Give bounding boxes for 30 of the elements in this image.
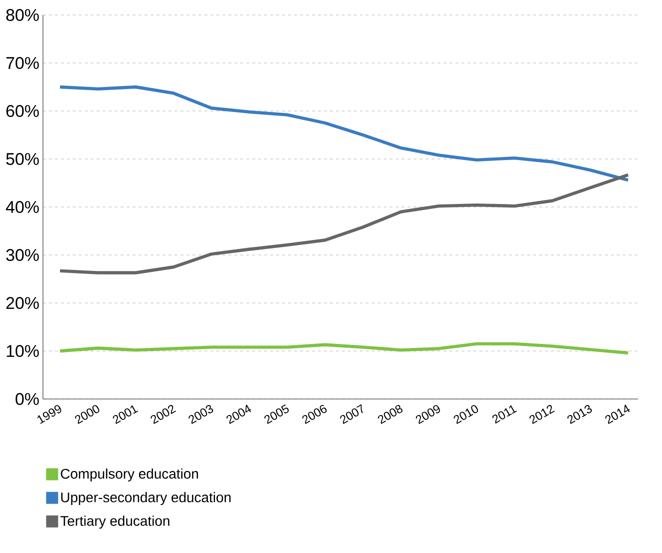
legend-label: Compulsory education bbox=[60, 468, 198, 482]
y-tick-label: 80% bbox=[6, 9, 39, 21]
x-tick-label: 1999 bbox=[37, 405, 62, 424]
legend-label: Tertiary education bbox=[60, 516, 170, 529]
x-tick-label: 2001 bbox=[112, 405, 138, 424]
x-tick-label: 2008 bbox=[378, 405, 403, 424]
x-tick-label: 2002 bbox=[150, 405, 176, 424]
x-tick-label: 2007 bbox=[340, 404, 363, 424]
legend-label: Upper-secondary education bbox=[61, 492, 231, 506]
y-tick-label: 0% bbox=[16, 393, 39, 405]
x-tick-label: 2004 bbox=[226, 404, 252, 424]
x-tick-label: 2013 bbox=[567, 405, 592, 424]
x-tick-label: 2011 bbox=[492, 405, 517, 424]
y-tick-label: 30% bbox=[6, 249, 39, 261]
y-tick-label: 50% bbox=[6, 153, 39, 165]
x-tick-label: 2009 bbox=[416, 405, 440, 424]
x-tick-label: 2006 bbox=[302, 404, 327, 424]
y-tick-label: 60% bbox=[6, 105, 39, 117]
y-tick-label: 10% bbox=[6, 345, 39, 357]
y-tick-label: 40% bbox=[6, 201, 39, 213]
x-tick-label: 2014 bbox=[605, 404, 630, 424]
line-series bbox=[58, 85, 630, 182]
line-series bbox=[58, 173, 630, 274]
y-tick-label: 70% bbox=[6, 57, 39, 69]
x-tick-label: 2012 bbox=[529, 405, 555, 424]
x-tick-label: 2000 bbox=[74, 405, 100, 424]
y-tick-label: 20% bbox=[6, 297, 39, 309]
x-tick-label: 2003 bbox=[188, 405, 214, 424]
x-tick-label: 2005 bbox=[264, 404, 289, 424]
x-tick-label: 2010 bbox=[454, 405, 478, 424]
